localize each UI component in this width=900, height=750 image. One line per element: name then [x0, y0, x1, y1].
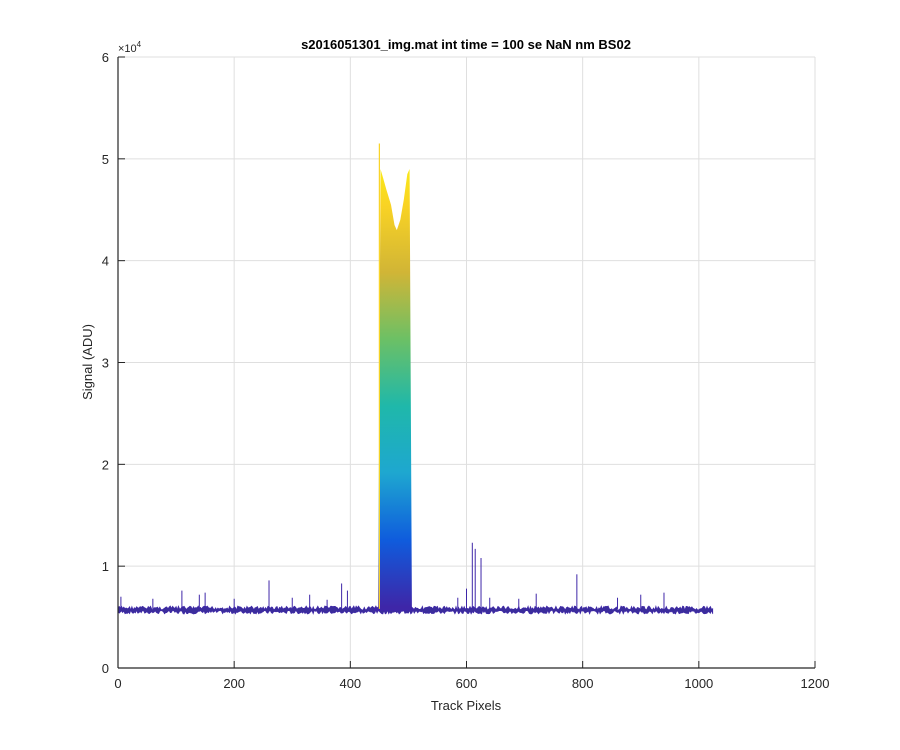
y-tick-label: 5: [102, 152, 109, 167]
x-tick-label: 800: [572, 676, 594, 691]
baseline-band: [118, 604, 714, 615]
x-tick-label: 600: [456, 676, 478, 691]
y-tick-label: 3: [102, 356, 109, 371]
y-tick-label: 2: [102, 457, 109, 472]
y-exponent-power: 4: [137, 40, 142, 49]
chart-title: s2016051301_img.mat int time = 100 se Na…: [301, 37, 631, 52]
y-exponent-base: ×10: [118, 43, 137, 55]
x-tick-label: 1200: [801, 676, 830, 691]
x-tick-label: 0: [114, 676, 121, 691]
signal-peak: [373, 169, 415, 611]
data-layer: [118, 143, 714, 615]
axes: [117, 56, 816, 669]
x-axis-label: Track Pixels: [431, 698, 502, 713]
tick-labels: 0 200 400 600 800 1000 1200 0 1 2 3 4 5 6: [102, 50, 830, 691]
y-axis-label: Signal (ADU): [80, 324, 95, 400]
y-exponent-label: ×104: [118, 40, 142, 55]
y-tick-label: 4: [102, 254, 109, 269]
y-tick-label: 1: [102, 559, 109, 574]
x-tick-label: 400: [339, 676, 361, 691]
x-tick-label: 200: [223, 676, 245, 691]
x-tick-label: 1000: [684, 676, 713, 691]
y-tick-label: 6: [102, 50, 109, 65]
y-tick-label: 0: [102, 661, 109, 676]
